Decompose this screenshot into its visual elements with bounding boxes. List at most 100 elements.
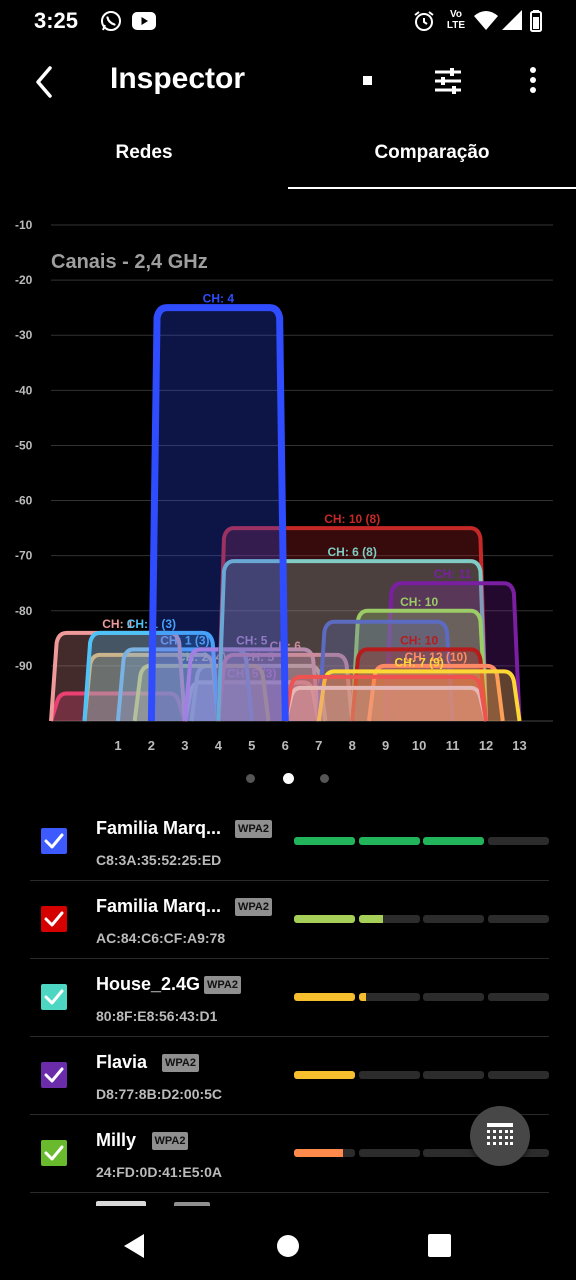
y-tick-label: -10 bbox=[15, 218, 33, 232]
network-mac: C8:3A:35:52:25:ED bbox=[96, 852, 222, 868]
network-checkbox[interactable] bbox=[41, 1140, 67, 1166]
x-tick-label: 5 bbox=[248, 738, 255, 753]
series-label: CH: 6 (8) bbox=[328, 545, 377, 559]
network-checkbox[interactable] bbox=[41, 1062, 67, 1088]
series-area bbox=[285, 676, 487, 721]
security-badge: WPA2 bbox=[151, 1132, 189, 1150]
series-area bbox=[151, 307, 286, 721]
x-tick-label: 9 bbox=[382, 738, 389, 753]
y-tick-label: -50 bbox=[15, 438, 33, 452]
channel-series: CH: 4 bbox=[147, 292, 289, 722]
signal-segment bbox=[358, 1071, 420, 1079]
pager-dot-2[interactable] bbox=[283, 773, 294, 784]
y-tick-label: -80 bbox=[15, 604, 33, 618]
signal-icon bbox=[502, 10, 522, 37]
series-label: CH: 11 bbox=[434, 567, 472, 581]
y-tick-label: -20 bbox=[15, 273, 33, 287]
signal-segment bbox=[358, 837, 420, 845]
series-outline bbox=[316, 619, 455, 722]
network-row[interactable]: House_2.4G WPA2 80:8F:E8:56:43:D1 bbox=[30, 959, 549, 1037]
signal-segment bbox=[358, 1149, 420, 1157]
stop-icon[interactable] bbox=[363, 76, 372, 85]
network-name: Familia Marq... bbox=[96, 896, 222, 916]
filter-sliders-icon[interactable] bbox=[433, 66, 463, 101]
security-badge: WPA2 bbox=[204, 976, 241, 994]
x-tick-label: 7 bbox=[315, 738, 322, 753]
series-label: CH: 10 bbox=[400, 633, 438, 647]
signal-segment bbox=[487, 993, 549, 1001]
network-row[interactable]: Flavia WPA2 D8:77:8B:D2:00:5C bbox=[30, 1037, 549, 1115]
more-vert-icon[interactable] bbox=[528, 66, 538, 101]
system-nav-bar bbox=[0, 1206, 576, 1280]
wifi-icon bbox=[474, 10, 498, 37]
x-tick-label: 4 bbox=[215, 738, 223, 753]
signal-segment bbox=[423, 993, 484, 1001]
network-checkbox[interactable] bbox=[41, 828, 67, 854]
x-tick-label: 8 bbox=[349, 738, 356, 753]
battery-icon bbox=[530, 10, 542, 37]
x-tick-label: 3 bbox=[181, 738, 188, 753]
nav-back-icon[interactable] bbox=[122, 1233, 146, 1264]
table-view-button[interactable] bbox=[470, 1106, 530, 1166]
signal-strength-bar bbox=[294, 1071, 549, 1079]
series-area bbox=[368, 665, 503, 721]
x-tick-label: 6 bbox=[282, 738, 289, 753]
network-name: Flavia bbox=[96, 1052, 148, 1072]
y-tick-label: -90 bbox=[15, 659, 33, 673]
tab-redes[interactable]: Redes bbox=[115, 142, 173, 163]
series-outline bbox=[383, 581, 522, 722]
x-tick-label: 12 bbox=[479, 738, 493, 753]
series-outline bbox=[350, 647, 489, 722]
network-row[interactable]: Familia Marq... WPA2 AC:84:C6:CF:A9:78 bbox=[30, 881, 549, 959]
channel-series bbox=[283, 685, 489, 722]
tab-comparacao[interactable]: Comparação bbox=[374, 142, 490, 163]
channel-chart[interactable]: -10 -20 -30 -40 -50 -60 -70 -80 -90 Canais - 2,4 … bbox=[0, 200, 576, 765]
network-mac: AC:84:C6:CF:A9:78 bbox=[96, 930, 226, 946]
series-outline bbox=[216, 526, 489, 722]
signal-segment bbox=[294, 1071, 355, 1079]
status-time: 3:25 bbox=[34, 8, 79, 33]
alarm-icon bbox=[413, 10, 435, 37]
app-bar: Inspector bbox=[0, 44, 576, 120]
signal-segment bbox=[294, 993, 355, 1001]
network-checkbox[interactable] bbox=[41, 906, 67, 932]
series-label: CH: 1 bbox=[102, 617, 134, 631]
grid-table-icon bbox=[486, 1122, 514, 1155]
network-checkbox[interactable] bbox=[41, 984, 67, 1010]
pager-dot-3[interactable] bbox=[320, 774, 329, 783]
network-mac: D8:77:8B:D2:00:5C bbox=[96, 1086, 223, 1102]
signal-strength-bar bbox=[294, 915, 549, 923]
volte-icon: Vo LTE bbox=[446, 9, 466, 31]
chart-title: Canais - 2,4 GHz bbox=[51, 251, 208, 273]
check-icon bbox=[44, 1145, 64, 1161]
back-arrow-icon[interactable] bbox=[28, 62, 68, 102]
nav-home-icon[interactable] bbox=[277, 1235, 299, 1257]
check-icon bbox=[44, 1067, 64, 1083]
network-row[interactable]: Familia Marq... WPA2 C8:3A:35:52:25:ED bbox=[30, 803, 549, 881]
series-outline bbox=[283, 685, 489, 722]
check-icon bbox=[44, 833, 64, 849]
series-label: CH: 10 bbox=[400, 595, 438, 609]
series-outline bbox=[350, 608, 489, 722]
x-tick-label: 13 bbox=[512, 738, 526, 753]
series-area bbox=[285, 687, 487, 721]
signal-segment bbox=[423, 915, 484, 923]
tab-bar: Redes Comparação bbox=[0, 120, 576, 190]
pager-dot-1[interactable] bbox=[246, 774, 255, 783]
signal-segment bbox=[294, 915, 355, 923]
network-mac: 80:8F:E8:56:43:D1 bbox=[96, 1008, 218, 1024]
network-list: Familia Marq... WPA2 C8:3A:35:52:25:ED F… bbox=[30, 803, 549, 1193]
signal-segment bbox=[294, 1149, 355, 1157]
x-tick-label: 11 bbox=[446, 738, 460, 753]
y-tick-label: -30 bbox=[15, 328, 33, 342]
channel-series bbox=[283, 674, 489, 722]
series-label: CH: 12 (10) bbox=[405, 650, 468, 664]
signal-segment bbox=[423, 1149, 484, 1157]
network-name: Milly bbox=[96, 1130, 137, 1150]
y-tick-label: -70 bbox=[15, 549, 33, 563]
nav-recents-icon[interactable] bbox=[428, 1234, 451, 1257]
youtube-icon bbox=[132, 12, 156, 35]
security-badge: WPA2 bbox=[235, 820, 272, 838]
signal-strength-bar bbox=[294, 837, 549, 845]
network-mac: 24:FD:0D:41:E5:0A bbox=[96, 1164, 223, 1180]
